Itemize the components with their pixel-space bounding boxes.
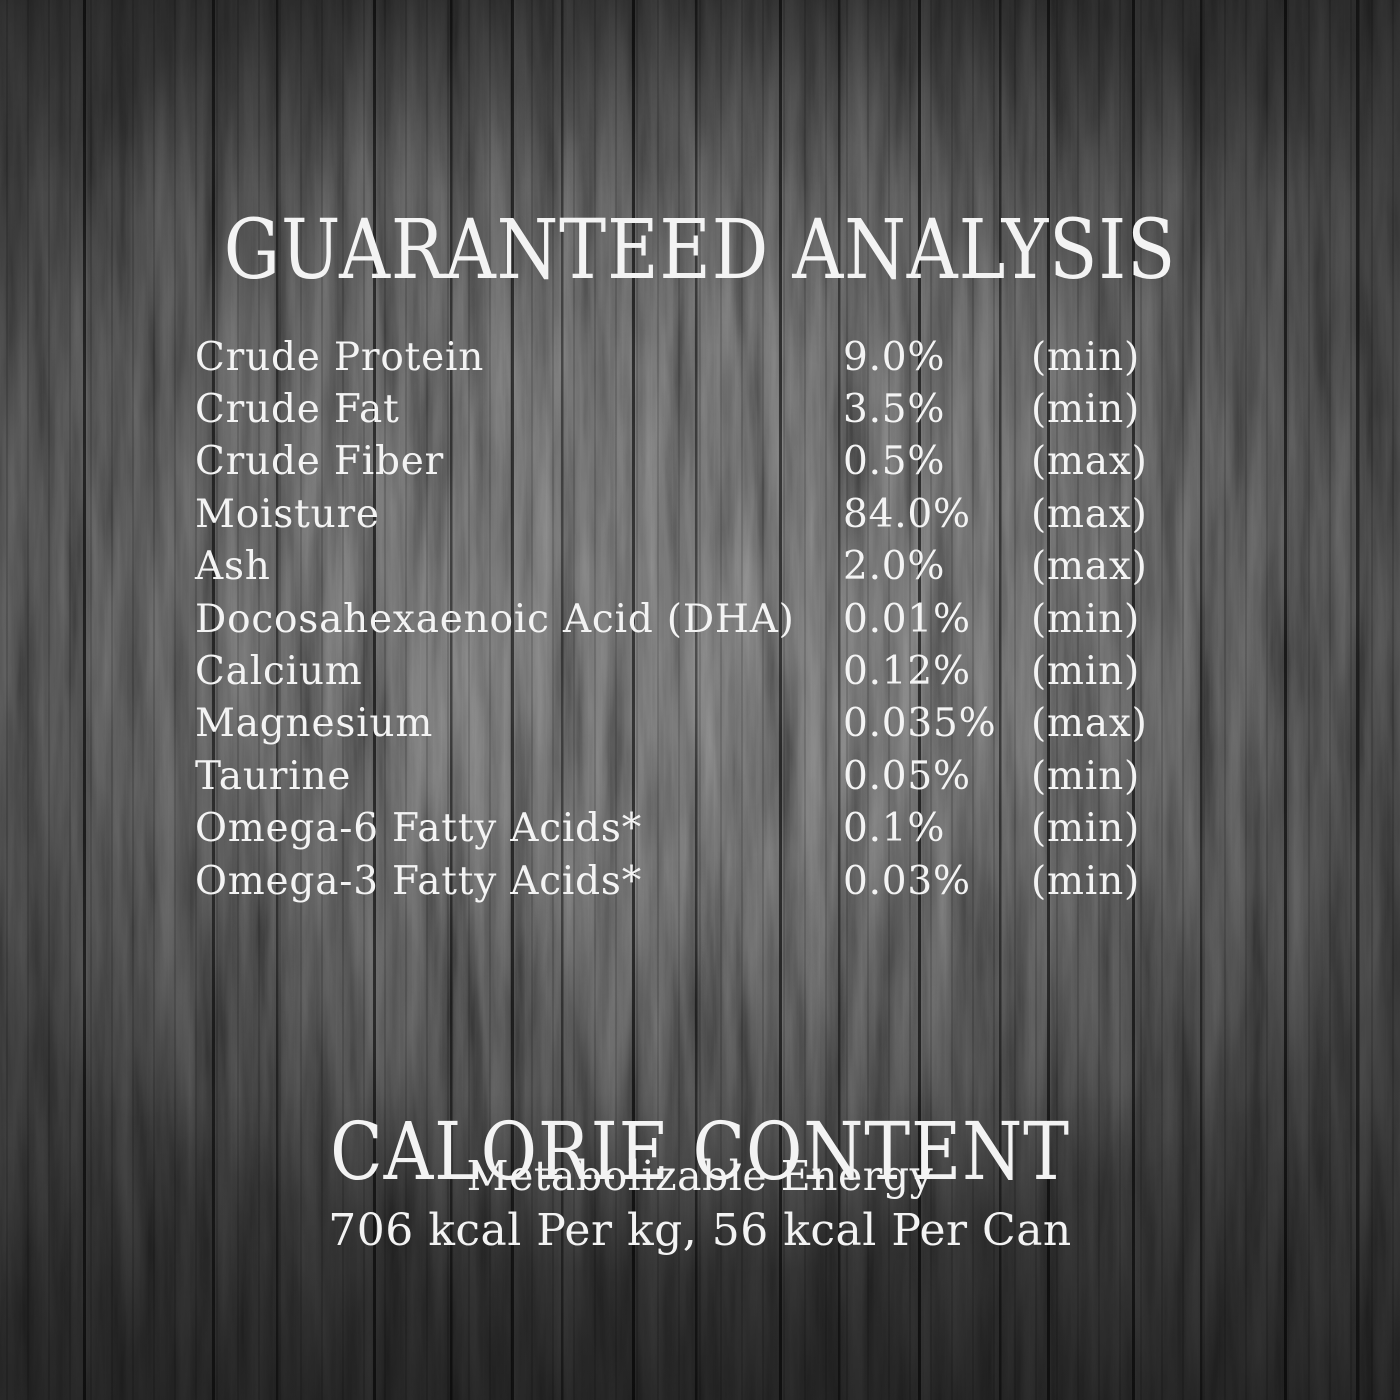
metabolizable-energy-label: Metabolizable Energy bbox=[466, 1152, 934, 1200]
nutrient-value: 0.03% bbox=[843, 858, 971, 904]
nutrient-name: Crude Protein bbox=[195, 334, 485, 380]
analysis-table: Crude Protein 9.0% (min) Crude Fat 3.5% … bbox=[195, 331, 1205, 907]
nutrient-name: Moisture bbox=[195, 491, 380, 537]
nutrient-value: 2.0% bbox=[843, 544, 946, 590]
nutrient-name: Taurine bbox=[195, 753, 352, 799]
analysis-row: Omega-3 Fatty Acids* 0.03% (min) bbox=[195, 855, 1205, 907]
nutrient-limit: (max) bbox=[1031, 491, 1148, 537]
nutrient-name: Calcium bbox=[195, 649, 363, 695]
nutrient-limit: (min) bbox=[1031, 387, 1141, 433]
nutrient-limit: (min) bbox=[1031, 858, 1141, 904]
nutrient-value: 0.035% bbox=[843, 701, 997, 747]
analysis-row: Crude Protein 9.0% (min) bbox=[195, 331, 1205, 383]
nutrient-value: 0.05% bbox=[843, 753, 971, 799]
nutrient-limit: (max) bbox=[1031, 701, 1148, 747]
nutrient-name: Crude Fiber bbox=[195, 439, 445, 485]
nutrient-value: 84.0% bbox=[843, 491, 971, 537]
nutrient-limit: (min) bbox=[1031, 753, 1141, 799]
nutrient-value: 0.01% bbox=[843, 596, 971, 642]
nutrient-value: 0.5% bbox=[843, 439, 946, 485]
nutrient-name: Crude Fat bbox=[195, 387, 400, 433]
analysis-row: Calcium 0.12% (min) bbox=[195, 645, 1205, 697]
nutrient-value: 0.1% bbox=[843, 806, 946, 852]
calorie-content-title: CALORIE CONTENT bbox=[330, 1105, 1070, 1199]
nutrient-name: Omega-6 Fatty Acids* bbox=[195, 806, 643, 852]
nutrient-value: 0.12% bbox=[843, 649, 971, 695]
nutrient-limit: (max) bbox=[1031, 544, 1148, 590]
analysis-row: Crude Fat 3.5% (min) bbox=[195, 383, 1205, 435]
analysis-row: Crude Fiber 0.5% (max) bbox=[195, 436, 1205, 488]
analysis-row: Moisture 84.0% (max) bbox=[195, 488, 1205, 540]
analysis-row: Omega-6 Fatty Acids* 0.1% (min) bbox=[195, 803, 1205, 855]
calorie-values-line: 706 kcal Per kg, 56 kcal Per Can bbox=[328, 1205, 1072, 1256]
analysis-row: Docosahexaenoic Acid (DHA) 0.01% (min) bbox=[195, 593, 1205, 645]
analysis-row: Taurine 0.05% (min) bbox=[195, 750, 1205, 802]
guaranteed-analysis-title: GUARANTEED ANALYSIS bbox=[223, 202, 1177, 298]
analysis-row: Ash 2.0% (max) bbox=[195, 541, 1205, 593]
nutrient-limit: (min) bbox=[1031, 806, 1141, 852]
nutrient-value: 9.0% bbox=[843, 334, 946, 380]
nutrient-limit: (max) bbox=[1031, 439, 1148, 485]
nutrient-limit: (min) bbox=[1031, 334, 1141, 380]
nutrient-name: Ash bbox=[195, 544, 271, 590]
analysis-row: Magnesium 0.035% (max) bbox=[195, 698, 1205, 750]
nutrient-value: 3.5% bbox=[843, 387, 946, 433]
nutrient-limit: (min) bbox=[1031, 596, 1141, 642]
nutrient-name: Omega-3 Fatty Acids* bbox=[195, 858, 643, 904]
nutrient-name: Docosahexaenoic Acid (DHA) bbox=[195, 596, 795, 642]
nutrient-limit: (min) bbox=[1031, 649, 1141, 695]
nutrient-name: Magnesium bbox=[195, 701, 434, 747]
